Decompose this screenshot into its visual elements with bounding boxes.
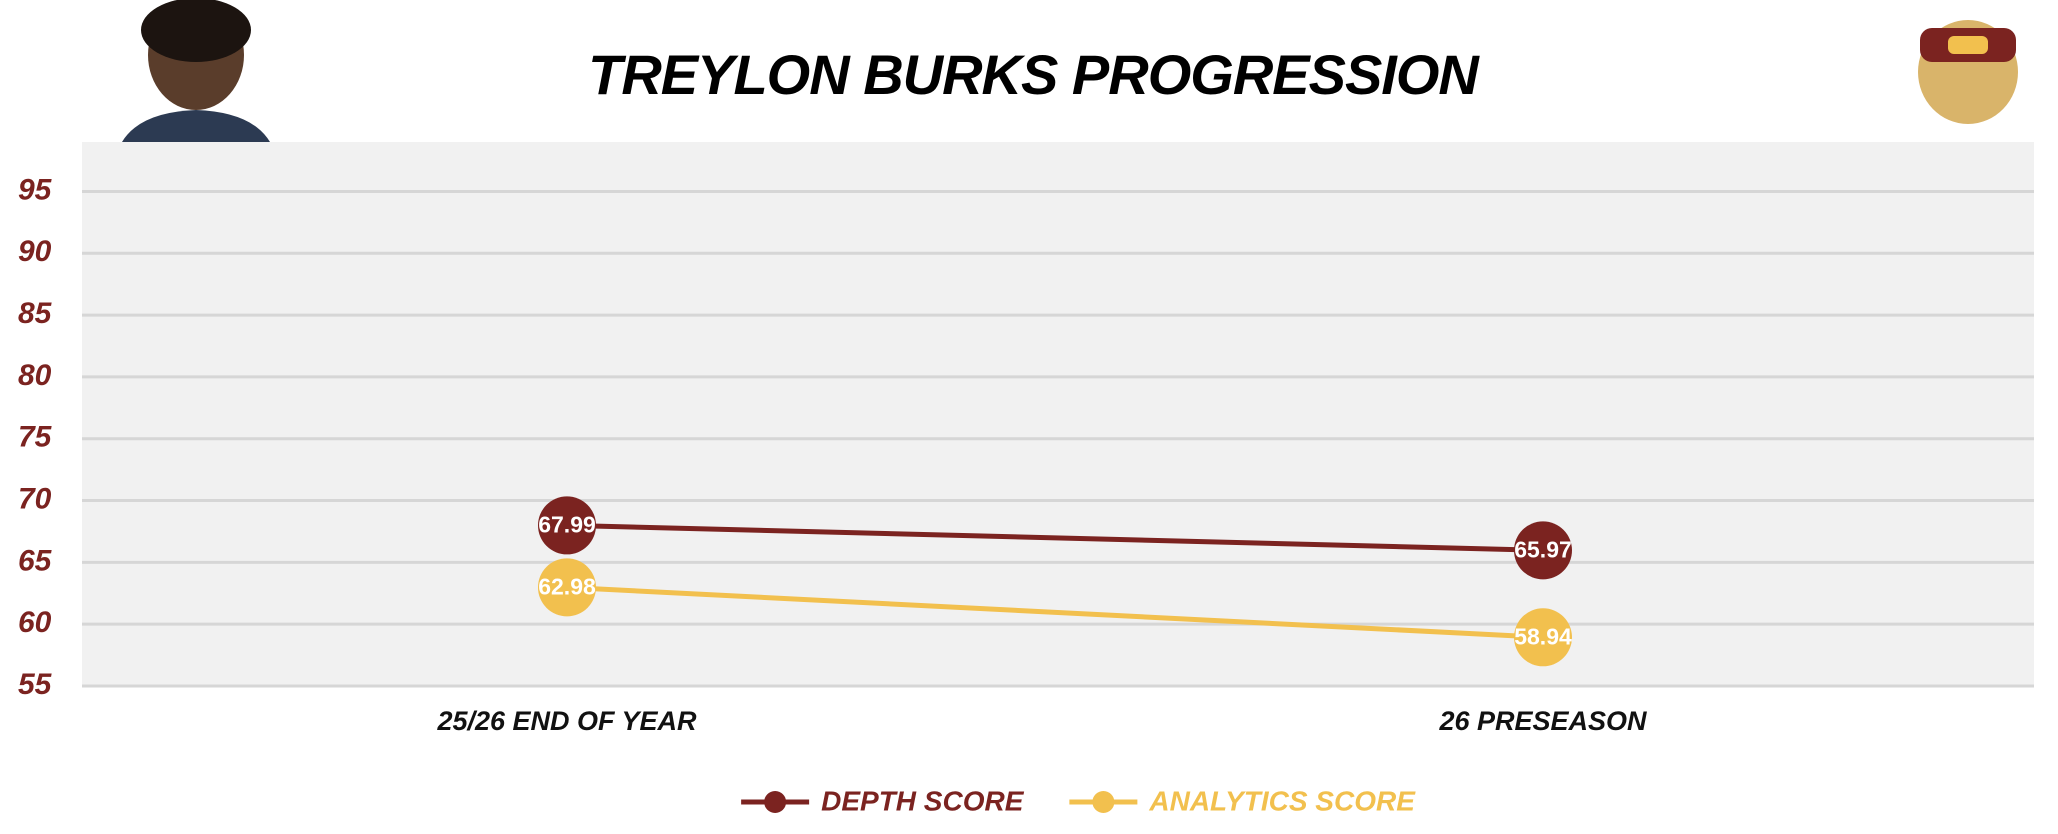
- y-tick-label: 80: [18, 359, 52, 392]
- data-point: [538, 558, 596, 617]
- y-tick-label: 75: [18, 421, 53, 454]
- data-point: [1514, 521, 1572, 580]
- team-logo: [1918, 20, 2018, 124]
- y-tick-label: 95: [18, 173, 53, 206]
- y-tick-label: 55: [18, 668, 53, 701]
- series-line: [566, 584, 1544, 640]
- legend-label: ANALYTICS SCORE: [1148, 785, 1416, 816]
- legend-label: DEPTH SCORE: [821, 785, 1025, 816]
- y-tick-label: 60: [18, 606, 52, 639]
- legend-marker: [764, 791, 787, 813]
- data-label: 62.98: [538, 573, 596, 599]
- chart-title: TREYLON BURKS PROGRESSION: [588, 43, 1480, 106]
- legend-marker: [1092, 791, 1115, 813]
- y-tick-label: 85: [18, 297, 53, 330]
- y-tick-label: 70: [18, 482, 52, 515]
- data-label: 67.99: [538, 511, 596, 537]
- y-tick-label: 65: [18, 544, 53, 577]
- player-photo: [122, 0, 270, 142]
- data-point: [538, 496, 596, 555]
- data-point: [1514, 608, 1572, 667]
- x-tick-label: 26 PRESEASON: [1438, 706, 1647, 736]
- plot-area: [82, 142, 2034, 686]
- data-label: 65.97: [1514, 536, 1572, 562]
- y-tick-label: 90: [18, 235, 52, 268]
- x-tick-label: 25/26 END OF YEAR: [436, 706, 697, 736]
- data-label: 58.94: [1514, 623, 1572, 649]
- series-line: [566, 522, 1544, 553]
